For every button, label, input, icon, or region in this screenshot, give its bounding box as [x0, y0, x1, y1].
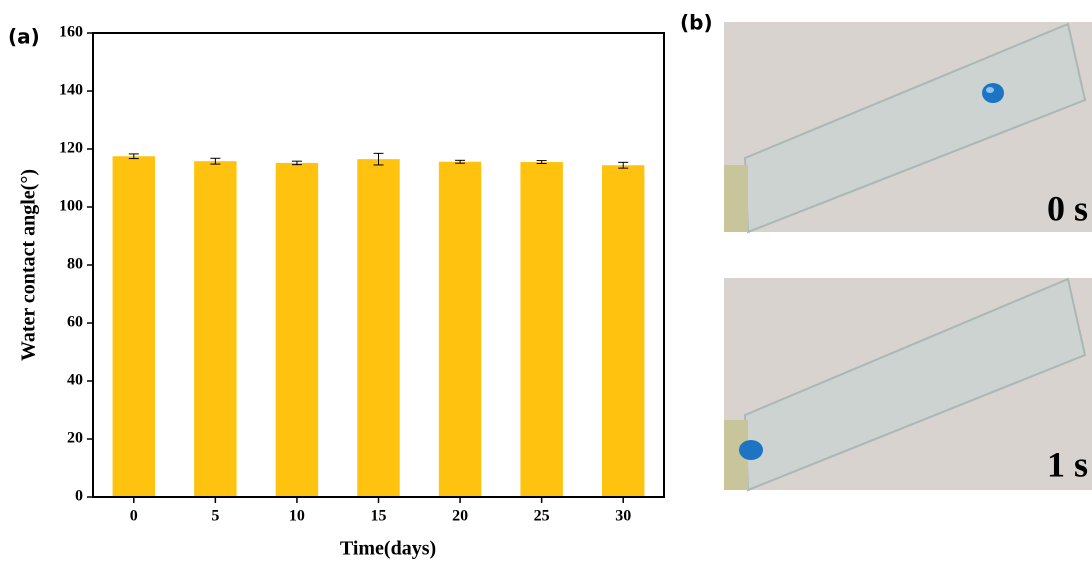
panel-label: (a): [8, 25, 40, 49]
bar: [194, 161, 237, 497]
x-axis-label: Time(days): [340, 538, 436, 560]
y-tick-label: 60: [67, 314, 83, 331]
y-tick-label: 120: [59, 140, 83, 157]
x-tick-label: 30: [615, 508, 631, 525]
x-tick-label: 0: [130, 508, 138, 525]
x-tick-label: 15: [371, 508, 387, 525]
bar: [602, 165, 645, 498]
photo: [724, 277, 1092, 492]
y-tick-label: 140: [59, 82, 83, 99]
x-tick-label: 25: [534, 508, 550, 525]
y-tick-label: 40: [67, 372, 83, 389]
bar: [438, 161, 482, 497]
bar: [275, 162, 319, 498]
x-tick-label: 20: [452, 508, 468, 525]
bar: [112, 156, 155, 497]
y-tick-label: 0: [75, 488, 83, 505]
y-tick-label: 20: [67, 430, 83, 447]
x-tick-label: 5: [211, 508, 219, 525]
y-tick-label: 100: [59, 198, 83, 215]
panel-label: (b): [680, 11, 713, 35]
plot-frame: [92, 32, 665, 498]
photo-label: 1 s: [1047, 444, 1088, 484]
bar: [357, 159, 400, 497]
bar: [520, 162, 563, 498]
y-axis-label: Water contact angle(°): [18, 169, 40, 361]
x-tick-label: 10: [289, 508, 305, 525]
photo: [724, 22, 1092, 234]
y-tick-label: 160: [59, 24, 83, 41]
y-tick-label: 80: [67, 256, 83, 273]
photo-label: 0 s: [1047, 188, 1088, 228]
